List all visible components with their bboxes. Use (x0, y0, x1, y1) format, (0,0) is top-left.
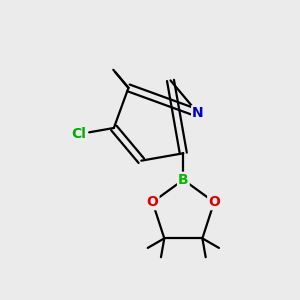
Text: Cl: Cl (72, 127, 86, 141)
Text: N: N (192, 106, 204, 120)
Text: B: B (178, 173, 189, 187)
Text: O: O (147, 195, 158, 209)
Text: O: O (208, 195, 220, 209)
